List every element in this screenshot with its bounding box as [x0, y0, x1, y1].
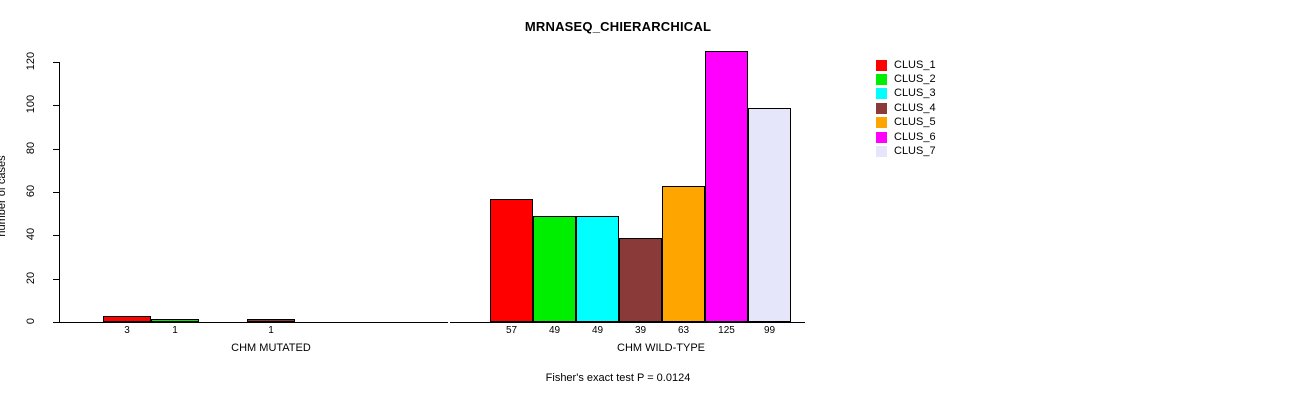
- legend: CLUS_1 CLUS_2 CLUS_3 CLUS_4 CLUS_5 CLUS_6 CLUS…: [876, 58, 936, 159]
- bar: [103, 315, 151, 322]
- bar: [490, 198, 533, 322]
- legend-item-label: CLUS_3: [894, 87, 936, 100]
- bar: [662, 185, 705, 322]
- bar-value-label: 125: [718, 325, 735, 336]
- chart-title-text: MRNASEQ_CHIERARCHICAL: [524, 19, 712, 34]
- bar: [748, 107, 791, 322]
- chart-title: MRNASEQ_CHIERARCHICAL: [0, 19, 1290, 34]
- bar: [247, 319, 295, 322]
- bar: [705, 51, 748, 322]
- y-axis-tick: [53, 278, 59, 280]
- bar-value-label: 39: [634, 325, 647, 336]
- legend-color-swatch: [876, 117, 887, 129]
- legend-item: CLUS_3: [876, 87, 936, 101]
- y-axis-tick: [53, 105, 59, 107]
- legend-item: CLUS_4: [876, 101, 936, 115]
- y-axis-tick-label: 60: [25, 184, 37, 198]
- y-axis-tick-label: 100: [25, 95, 37, 114]
- y-axis-tick: [53, 235, 59, 237]
- bar-value-label: 63: [677, 325, 690, 336]
- y-axis-tick: [53, 322, 59, 323]
- legend-item-label: CLUS_2: [894, 73, 936, 86]
- statistical-annotation-text: Fisher's exact test P = 0.0124: [545, 372, 691, 384]
- bar-value-label: 99: [763, 325, 776, 336]
- legend-item: CLUS_2: [876, 72, 936, 86]
- group-label-wildtype: CHM WILD-TYPE: [617, 342, 705, 354]
- legend-color-swatch: [876, 102, 887, 114]
- legend-color-swatch: [876, 59, 887, 71]
- legend-color-swatch: [876, 88, 887, 100]
- y-axis-label: number of cases: [0, 155, 8, 237]
- bar: [619, 237, 662, 322]
- bar-value-label: 1: [268, 325, 274, 336]
- legend-color-swatch: [876, 131, 887, 143]
- legend-item-label: CLUS_4: [894, 101, 936, 114]
- y-axis-tick-label: 80: [25, 141, 37, 154]
- y-axis-tick: [53, 62, 59, 63]
- bar-value-label: 3: [124, 325, 130, 336]
- legend-item: CLUS_7: [876, 144, 936, 158]
- bar-value-label: 1: [172, 325, 178, 336]
- legend-item: CLUS_1: [876, 58, 936, 72]
- y-axis-tick-label: 0: [25, 317, 37, 325]
- bar: [151, 319, 199, 322]
- statistical-annotation: Fisher's exact test P = 0.0124: [0, 372, 1290, 384]
- bar-value-label: 49: [548, 325, 561, 336]
- x-axis-line-wildtype: [450, 322, 805, 323]
- legend-color-swatch: [876, 74, 887, 86]
- bar-value-label: 57: [505, 325, 518, 336]
- group-label-mutated: CHM MUTATED: [231, 342, 311, 354]
- y-axis-tick-label: 40: [25, 228, 37, 241]
- y-axis-tick: [53, 148, 59, 150]
- y-axis-line: [59, 62, 60, 323]
- x-axis-line-mutated: [60, 322, 448, 323]
- legend-item-label: CLUS_5: [894, 116, 936, 129]
- y-axis-tick: [53, 192, 59, 193]
- legend-item: CLUS_5: [876, 116, 936, 130]
- legend-item-label: CLUS_6: [894, 130, 936, 143]
- y-axis-tick-label: 120: [25, 51, 37, 71]
- legend-item: CLUS_6: [876, 130, 936, 144]
- legend-item-label: CLUS_1: [894, 58, 936, 71]
- legend-item-label: CLUS_7: [894, 145, 936, 158]
- legend-color-swatch: [876, 146, 887, 158]
- bar-value-label: 49: [591, 325, 604, 336]
- bar: [533, 215, 576, 322]
- y-axis-tick-label: 20: [25, 271, 37, 284]
- bar: [576, 215, 619, 322]
